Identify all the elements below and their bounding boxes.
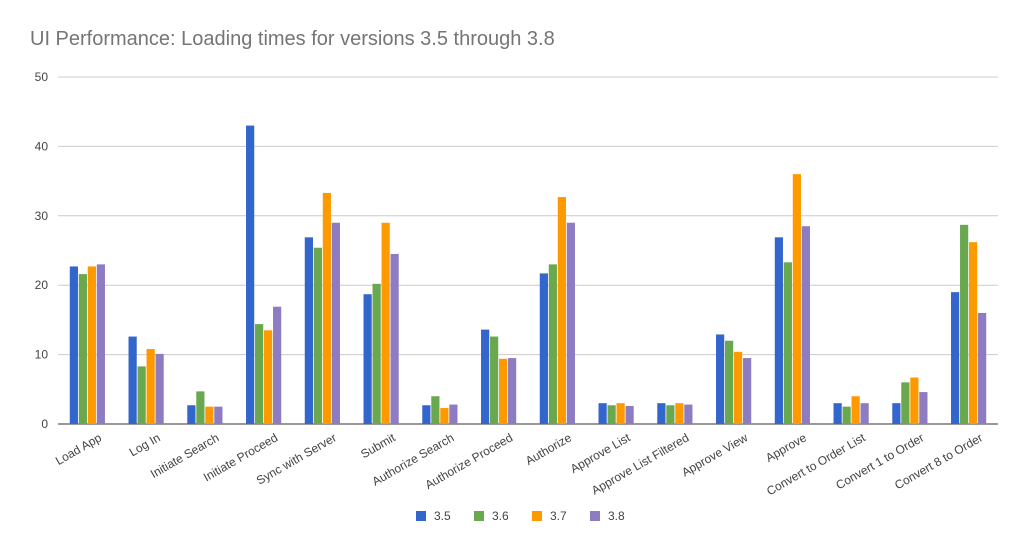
bar-log-in-v3-5: Log In (3.5): 12.6 xyxy=(128,336,137,424)
y-tick-label: 20 xyxy=(35,278,49,292)
bar-convert-to-order-list-v3-8: Convert to Order List (3.8): 3 xyxy=(860,403,869,424)
bar-submit-v3-8: Submit (3.8): 24.5 xyxy=(390,253,399,424)
x-category-label: Approve List Filtered xyxy=(589,430,691,497)
y-tick-label: 50 xyxy=(35,70,49,84)
legend-label: 3.5 xyxy=(434,509,451,523)
legend[interactable]: 3.5 3.6 3.7 3.8 xyxy=(416,509,625,523)
bar-approve-list-filtered-v3-6: Approve List Filtered (3.6): 2.7 xyxy=(666,405,675,424)
y-tick-label: 40 xyxy=(35,139,49,153)
bar-approve-view-v3-7: Approve View (3.7): 10.4 xyxy=(734,351,743,424)
bar-sync-with-server-v3-6: Sync with Server (3.6): 25.4 xyxy=(313,247,322,424)
legend-item[interactable]: 3.5 xyxy=(416,509,451,523)
bar-convert-1-to-order-v3-7: Convert 1 to Order (3.7): 6.7 xyxy=(910,377,919,424)
bar-approve-list-v3-7: Approve List (3.7): 3 xyxy=(616,403,625,424)
bar-approve-v3-7: Approve (3.7): 36 xyxy=(792,174,801,424)
chart-title: UI Performance: Loading times for versio… xyxy=(30,28,555,50)
legend-label: 3.8 xyxy=(608,509,625,523)
y-tick-label: 10 xyxy=(35,348,49,362)
bar-initiate-proceed-v3-7: Initiate Proceed (3.7): 13.5 xyxy=(264,330,273,424)
bar-authorize-proceed-v3-7: Authorize Proceed (3.7): 9.4 xyxy=(499,358,508,424)
legend-swatch xyxy=(416,511,426,521)
legend-swatch xyxy=(532,511,542,521)
bar-convert-8-to-order-v3-6: Convert 8 to Order (3.6): 28.7 xyxy=(960,224,969,424)
bar-authorize-search-v3-8: Authorize Search (3.8): 2.8 xyxy=(449,404,458,424)
legend-swatch xyxy=(590,511,600,521)
bar-initiate-proceed-v3-5: Initiate Proceed (3.5): 43 xyxy=(246,125,255,424)
bar-convert-1-to-order-v3-6: Convert 1 to Order (3.6): 6 xyxy=(901,382,910,424)
bar-convert-8-to-order-v3-7: Convert 8 to Order (3.7): 26.2 xyxy=(969,242,978,424)
y-tick-label: 0 xyxy=(41,417,48,431)
bar-authorize-search-v3-5: Authorize Search (3.5): 2.7 xyxy=(422,405,431,424)
bar-convert-to-order-list-v3-5: Convert to Order List (3.5): 3 xyxy=(833,403,842,424)
bar-authorize-search-v3-6: Authorize Search (3.6): 4 xyxy=(431,396,440,424)
bar-log-in-v3-7: Log In (3.7): 10.8 xyxy=(146,349,155,424)
y-axis-tick-labels: 0 10 20 30 40 50 xyxy=(35,70,49,431)
bar-authorize-v3-5: Authorize (3.5): 21.7 xyxy=(539,273,548,424)
bar-approve-v3-8: Approve (3.8): 28.5 xyxy=(801,226,810,424)
x-category-label: Authorize xyxy=(523,430,574,468)
bar-load-app-v3-7: Load App (3.7): 22.7 xyxy=(87,266,96,424)
bar-approve-list-filtered-v3-7: Approve List Filtered (3.7): 3 xyxy=(675,403,684,424)
bar-authorize-v3-7: Authorize (3.7): 32.7 xyxy=(557,197,566,424)
bar-approve-list-v3-6: Approve List (3.6): 2.7 xyxy=(607,405,616,424)
x-category-label: Log In xyxy=(127,430,163,459)
bar-convert-8-to-order-v3-5: Convert 8 to Order (3.5): 19 xyxy=(951,292,960,424)
bar-load-app-v3-6: Load App (3.6): 21.6 xyxy=(78,274,87,424)
bar-submit-v3-5: Submit (3.5): 18.7 xyxy=(363,294,372,424)
legend-item[interactable]: 3.7 xyxy=(532,509,567,523)
bar-authorize-search-v3-7: Authorize Search (3.7): 2.3 xyxy=(440,408,449,424)
bar-convert-to-order-list-v3-6: Convert to Order List (3.6): 2.5 xyxy=(842,406,851,424)
bar-initiate-proceed-v3-6: Initiate Proceed (3.6): 14.4 xyxy=(255,324,264,424)
bar-approve-view-v3-8: Approve View (3.8): 9.5 xyxy=(743,358,752,424)
bar-convert-8-to-order-v3-8: Convert 8 to Order (3.8): 16 xyxy=(978,312,987,424)
bar-convert-to-order-list-v3-7: Convert to Order List (3.7): 4 xyxy=(851,396,860,424)
x-category-label: Load App xyxy=(53,430,104,468)
bar-sync-with-server-v3-7: Sync with Server (3.7): 33.3 xyxy=(322,192,331,424)
bar-load-app-v3-5: Load App (3.5): 22.7 xyxy=(69,266,78,424)
bar-authorize-v3-8: Authorize (3.8): 29 xyxy=(566,222,575,424)
bar-approve-list-filtered-v3-8: Approve List Filtered (3.8): 2.8 xyxy=(684,404,693,424)
bar-authorize-proceed-v3-6: Authorize Proceed (3.6): 12.6 xyxy=(490,336,499,424)
bar-initiate-search-v3-6: Initiate Search (3.6): 4.7 xyxy=(196,391,205,424)
x-category-label: Approve View xyxy=(679,430,750,479)
bars: Load App (3.5): 22.7Load App (3.6): 21.6… xyxy=(69,125,987,424)
legend-item[interactable]: 3.8 xyxy=(590,509,625,523)
x-category-label: Approve xyxy=(763,430,809,465)
bar-approve-list-v3-8: Approve List (3.8): 2.6 xyxy=(625,405,634,424)
bar-convert-1-to-order-v3-8: Convert 1 to Order (3.8): 4.6 xyxy=(919,392,928,424)
y-tick-label: 30 xyxy=(35,209,49,223)
bar-authorize-v3-6: Authorize (3.6): 23 xyxy=(548,264,557,424)
legend-item[interactable]: 3.6 xyxy=(474,509,509,523)
bar-initiate-proceed-v3-8: Initiate Proceed (3.8): 16.9 xyxy=(273,306,282,424)
bar-approve-v3-6: Approve (3.6): 23.3 xyxy=(783,262,792,424)
x-category-label: Submit xyxy=(358,430,398,461)
legend-swatch xyxy=(474,511,484,521)
bar-approve-view-v3-6: Approve View (3.6): 12 xyxy=(725,340,734,424)
bar-load-app-v3-8: Load App (3.8): 23 xyxy=(96,264,105,424)
bar-authorize-proceed-v3-8: Authorize Proceed (3.8): 9.5 xyxy=(508,358,517,424)
bar-initiate-search-v3-8: Initiate Search (3.8): 2.5 xyxy=(214,406,223,424)
bar-approve-list-filtered-v3-5: Approve List Filtered (3.5): 3 xyxy=(657,403,666,424)
bar-log-in-v3-8: Log In (3.8): 10.1 xyxy=(155,353,164,424)
bar-initiate-search-v3-7: Initiate Search (3.7): 2.5 xyxy=(205,406,214,424)
bar-sync-with-server-v3-8: Sync with Server (3.8): 29 xyxy=(331,222,340,424)
bar-authorize-proceed-v3-5: Authorize Proceed (3.5): 13.6 xyxy=(481,329,490,424)
gridlines xyxy=(58,76,998,425)
bar-submit-v3-7: Submit (3.7): 29 xyxy=(381,222,390,424)
legend-label: 3.6 xyxy=(492,509,509,523)
bar-approve-list-v3-5: Approve List (3.5): 3 xyxy=(598,403,607,424)
bar-approve-v3-5: Approve (3.5): 26.9 xyxy=(774,237,783,424)
bar-submit-v3-6: Submit (3.6): 20.2 xyxy=(372,283,381,424)
bar-initiate-search-v3-5: Initiate Search (3.5): 2.7 xyxy=(187,405,196,424)
bar-log-in-v3-6: Log In (3.6): 8.3 xyxy=(137,366,146,424)
legend-label: 3.7 xyxy=(550,509,567,523)
bar-convert-1-to-order-v3-5: Convert 1 to Order (3.5): 3 xyxy=(892,403,901,424)
bar-approve-view-v3-5: Approve View (3.5): 12.9 xyxy=(716,334,725,424)
x-category-label: Convert to Order List xyxy=(764,430,868,498)
bar-sync-with-server-v3-5: Sync with Server (3.5): 26.9 xyxy=(304,237,313,424)
